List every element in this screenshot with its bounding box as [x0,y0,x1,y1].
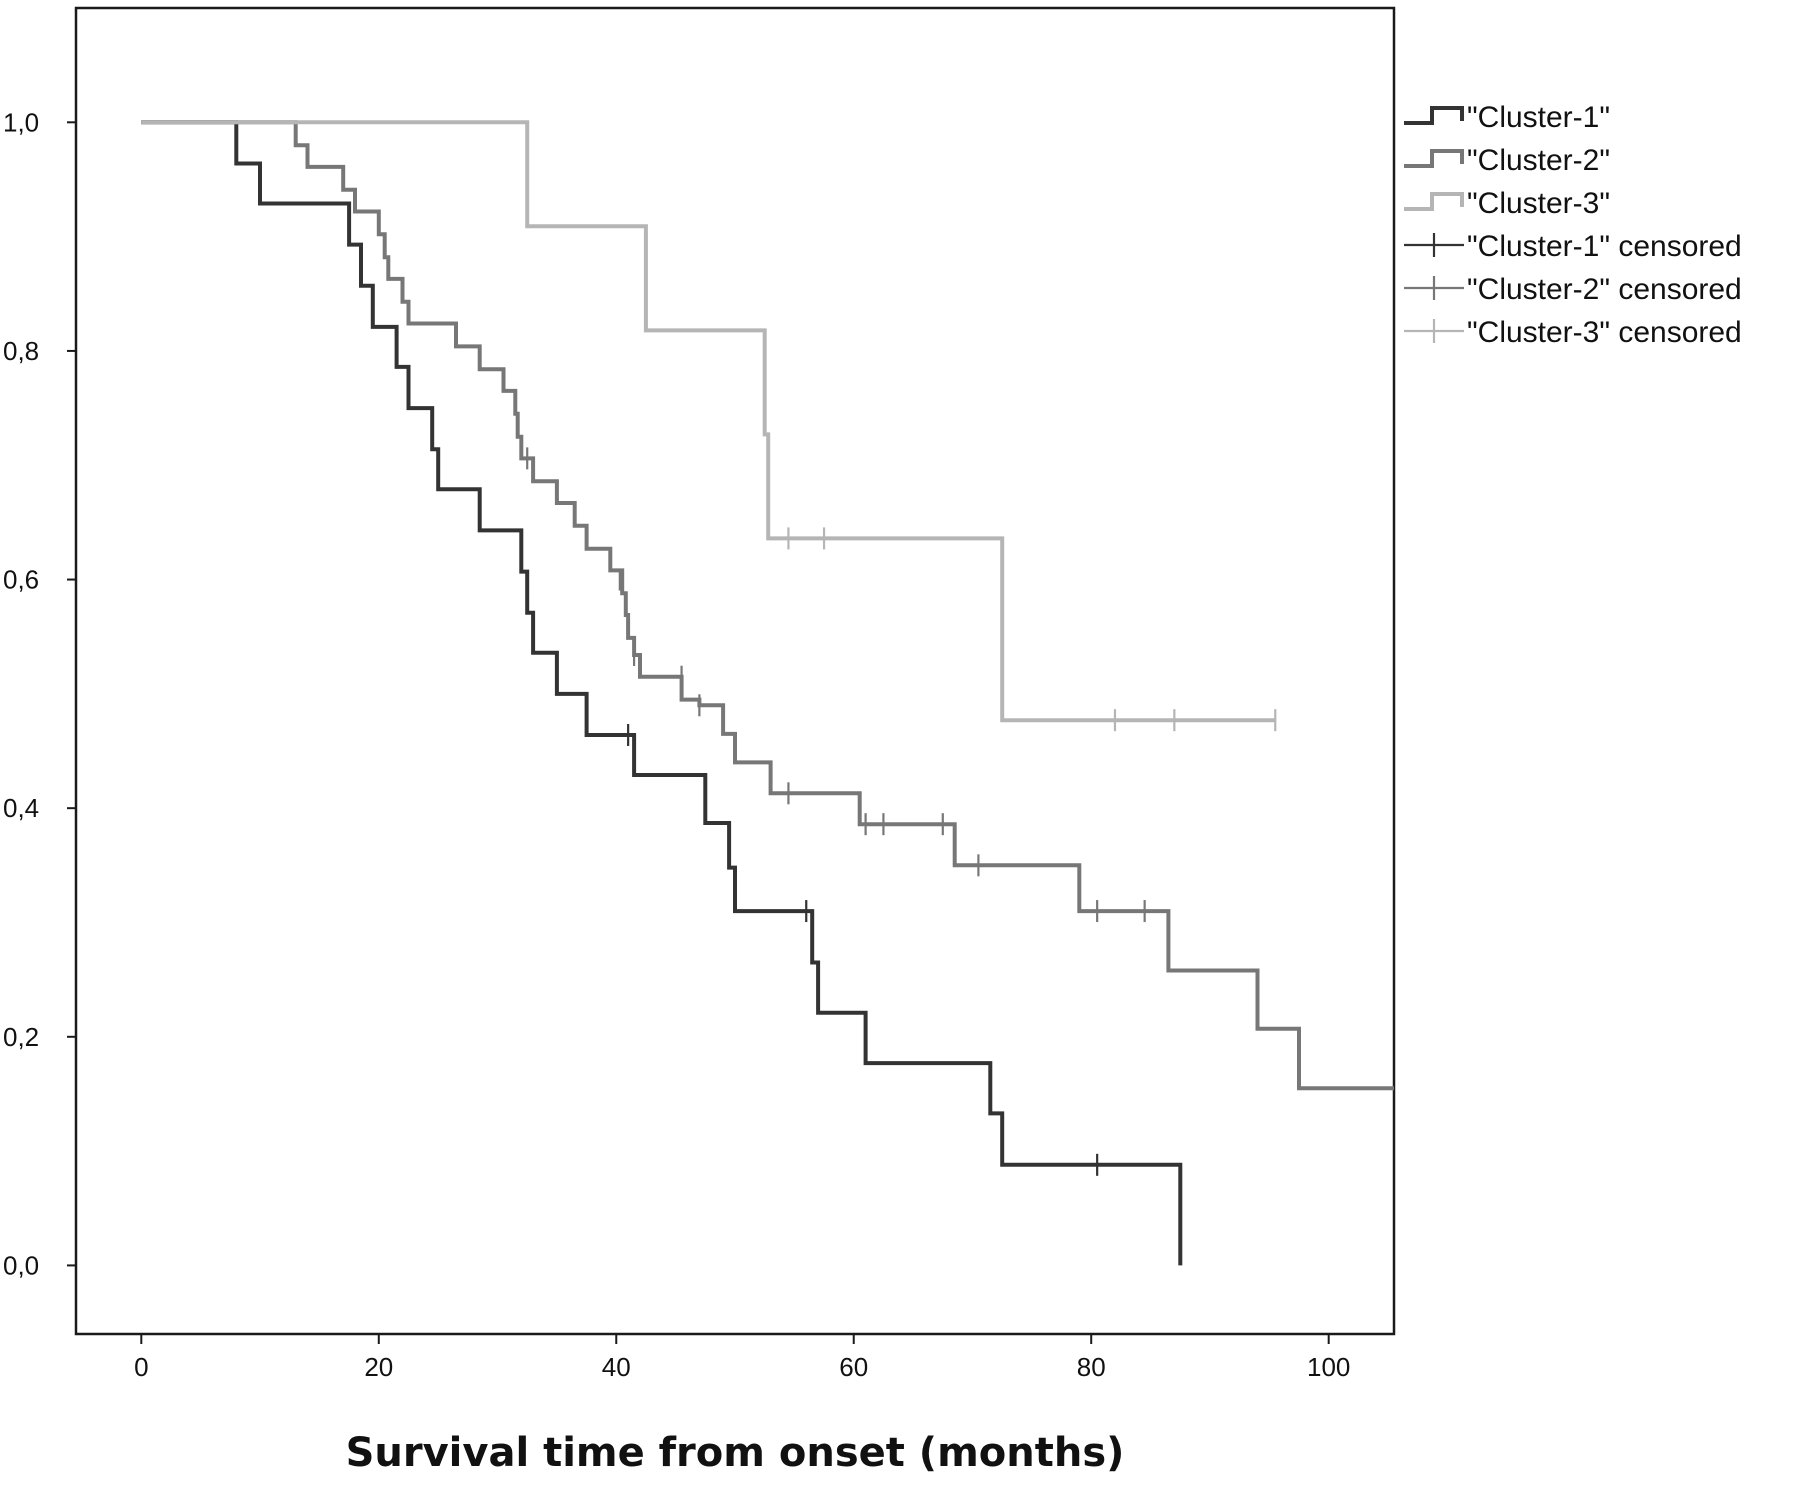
legend: "Cluster-1" "Cluster-2" "Cluster-3" "Cluste… [1404,101,1742,349]
legend-label: "Cluster-2" censored [1467,273,1742,306]
plot-frame [74,6,1396,1336]
legend-line-swatch [1404,192,1464,211]
y-tick-label: 0,8 [3,336,39,366]
legend-label: "Cluster-3" [1467,187,1610,220]
legend-item: "Cluster-1" censored [1404,230,1742,263]
survival-curve-cluster-3 [141,120,1276,723]
legend-item: "Cluster-3" [1404,187,1610,220]
x-tick-label: 20 [364,1352,393,1382]
x-axis: 0 20 40 60 80 100 [134,1334,1350,1382]
x-tick-label: 0 [134,1352,148,1382]
y-tick-label: 1,0 [3,107,39,137]
legend-line-swatch [1404,106,1464,125]
survival-curve-cluster-1 [141,120,1183,1266]
survival-curve-cluster-2 [141,120,1394,1091]
y-tick-label: 0,6 [3,565,39,595]
x-tick-label: 60 [839,1352,868,1382]
legend-item: "Cluster-2" censored [1404,273,1742,306]
legend-label: "Cluster-3" censored [1467,316,1742,349]
legend-item: "Cluster-3" censored [1404,316,1742,349]
legend-item: "Cluster-1" [1404,101,1610,134]
legend-label: "Cluster-2" [1467,144,1610,177]
x-axis-title: Survival time from onset (months) [346,1430,1125,1476]
legend-label: "Cluster-1" [1467,101,1610,134]
y-axis: 0,0 0,2 0,4 0,6 0,8 1,0 [3,107,76,1280]
x-tick-label: 100 [1307,1352,1350,1382]
legend-label: "Cluster-1" censored [1467,230,1742,263]
legend-item: "Cluster-2" [1404,144,1610,177]
y-tick-label: 0,2 [3,1022,39,1052]
y-tick-label: 0,4 [3,793,39,823]
survival-curves [141,120,1394,1266]
censor-marks [526,447,1277,1176]
y-tick-label: 0,0 [3,1250,39,1280]
x-tick-label: 80 [1077,1352,1106,1382]
x-tick-label: 40 [602,1352,631,1382]
legend-line-swatch [1404,149,1464,168]
